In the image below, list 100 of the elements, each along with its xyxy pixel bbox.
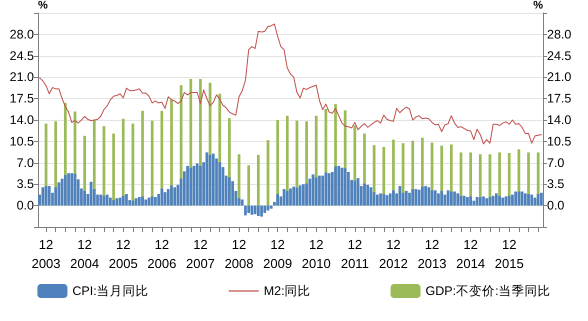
bar: [263, 206, 266, 213]
y2-tick-label: 3.5: [547, 177, 564, 192]
x-tick-label: 12 2008: [224, 237, 254, 271]
bar: [48, 186, 51, 206]
y2-tick-label: 17.5: [547, 92, 572, 106]
bar: [90, 182, 92, 206]
x-tick-label: 12 2014: [456, 237, 486, 271]
y2-tick-label: 10.5: [547, 134, 572, 148]
y-tick-label: 7.0: [16, 156, 34, 170]
bar: [434, 190, 437, 206]
y2-tick-label: 7.0: [547, 156, 564, 170]
bar: [286, 190, 289, 206]
bar: [247, 206, 250, 213]
bar: [99, 194, 102, 206]
bar: [520, 192, 524, 206]
bar: [437, 193, 440, 206]
bar: [353, 180, 356, 206]
y2-tick-label: 14.0: [547, 113, 572, 127]
bar: [118, 198, 122, 206]
legend-label: M2:同比: [264, 284, 311, 298]
bar: [141, 196, 144, 206]
bar: [102, 196, 106, 206]
bar: [498, 196, 501, 206]
bar: [379, 193, 382, 206]
bar: [296, 188, 298, 206]
bar: [482, 196, 485, 206]
bar: [328, 173, 330, 206]
bar: [189, 168, 192, 206]
x-tick-label: 12 2005: [108, 237, 138, 271]
x-tick-label: 12 2013: [418, 237, 446, 271]
y-tick-label: 3.5: [16, 177, 34, 192]
bar: [144, 199, 148, 206]
y-tick-label: 24.5: [10, 48, 34, 63]
bar: [247, 165, 250, 206]
bar: [356, 178, 360, 206]
x-tick-label: 12 2011: [340, 237, 369, 271]
bar: [228, 177, 231, 206]
bar: [334, 166, 337, 206]
bar: [337, 166, 340, 206]
bar: [421, 186, 424, 206]
bar: [74, 174, 76, 206]
bar: [530, 194, 534, 206]
bar: [270, 206, 273, 209]
bar: [318, 176, 321, 206]
y-tick-label: 21.0: [10, 70, 34, 84]
y-tick-label: 17.5: [10, 92, 34, 106]
bar: [112, 200, 115, 206]
bar: [298, 185, 302, 206]
y2-axis-title: %: [533, 0, 544, 12]
bar: [282, 189, 286, 206]
y-tick-label: 0.0: [16, 198, 34, 213]
x-tick-label: 12 2010: [302, 237, 331, 271]
bar: [534, 198, 536, 206]
bar: [106, 194, 109, 206]
bar: [427, 187, 430, 206]
bar: [186, 166, 189, 206]
bar: [289, 188, 292, 206]
bar: [472, 200, 476, 206]
bar: [58, 182, 60, 206]
bar: [363, 184, 366, 206]
y-tick-label: 14.0: [10, 113, 34, 127]
bar: [150, 196, 154, 206]
y2-tick-label: 0.0: [547, 198, 564, 213]
bar: [109, 198, 112, 206]
bar: [192, 166, 196, 206]
bar: [206, 152, 208, 206]
bar: [212, 154, 215, 206]
bar: [250, 206, 254, 215]
bar: [138, 197, 141, 206]
x-tick-label: 12 2004: [70, 237, 100, 271]
bar: [344, 168, 347, 206]
bar: [240, 199, 244, 206]
bar: [398, 186, 402, 206]
bar: [208, 154, 212, 206]
bar: [164, 192, 166, 206]
bar: [218, 162, 222, 206]
y-tick-label: 28.0: [10, 27, 34, 42]
bar: [386, 195, 388, 206]
bar: [347, 172, 350, 206]
x-tick-label: 12 2007: [186, 237, 215, 271]
legend-label: GDP:不变价:当季同比: [426, 284, 551, 298]
bar: [424, 186, 427, 206]
bar: [154, 197, 157, 206]
legend-label: CPI:当月同比: [72, 284, 149, 298]
bar: [312, 174, 314, 206]
bar: [388, 193, 392, 206]
bar: [370, 187, 372, 206]
bar: [324, 172, 328, 206]
y2-tick-label: 24.5: [547, 48, 572, 63]
bar: [488, 197, 492, 206]
bar: [292, 186, 296, 206]
bar: [446, 190, 450, 206]
bar: [408, 192, 411, 206]
bar: [148, 198, 150, 206]
bar: [125, 194, 128, 206]
bar: [453, 192, 456, 206]
bar: [67, 173, 70, 206]
bar: [392, 190, 395, 206]
y-axis-title: %: [38, 0, 48, 12]
bar: [266, 140, 270, 206]
